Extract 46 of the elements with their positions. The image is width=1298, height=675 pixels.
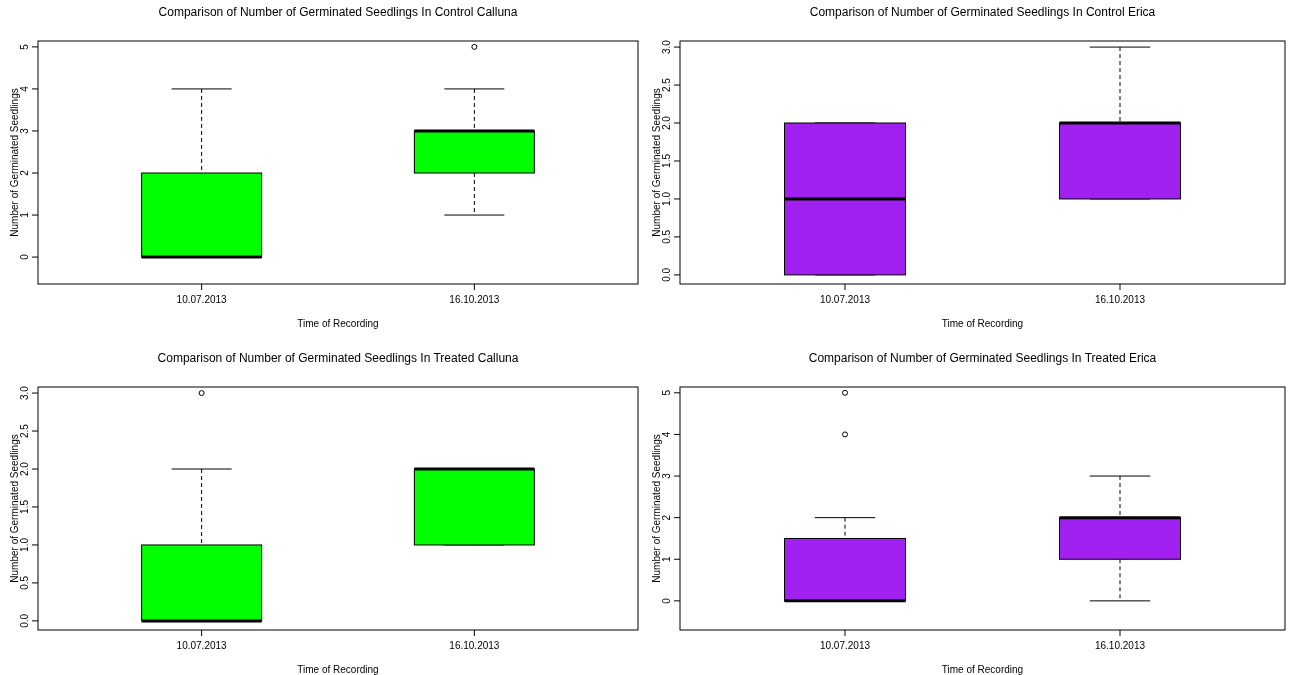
x-axis-title: Time of Recording	[297, 664, 379, 675]
y-tick-label: 2	[19, 169, 30, 176]
y-tick-label: 3.0	[19, 385, 30, 401]
y-axis-title: Number of Germinated Seedlings	[651, 434, 662, 583]
y-tick-label: 1.5	[661, 153, 672, 168]
y-tick-label: 0.5	[661, 229, 672, 244]
chart-title: Comparison of Number of Germinated Seedlings In Treated Erica	[808, 351, 1157, 365]
x-tick-label: 10.07.2013	[176, 294, 228, 305]
x-axis-title: Time of Recording	[297, 318, 379, 329]
y-tick-label: 2.0	[19, 461, 30, 476]
y-tick-label: 2	[661, 514, 672, 521]
x-tick-label: 10.07.2013	[176, 640, 228, 651]
x-tick-label: 16.10.2013	[449, 294, 500, 305]
x-axis-title: Time of Recording	[941, 664, 1024, 675]
y-tick-label: 3	[19, 127, 30, 134]
y-tick-label: 2.5	[19, 423, 30, 438]
y-tick-label: 5	[661, 389, 672, 396]
y-axis-title: Number of Germinated Seedlings	[651, 88, 662, 237]
chart-title: Comparison of Number of Germinated Seedlings In Control Erica	[809, 5, 1156, 19]
y-tick-label: 1	[661, 556, 672, 563]
y-tick-label: 0	[19, 253, 30, 260]
x-axis-title: Time of Recording	[941, 318, 1024, 329]
x-tick-label: 16.10.2013	[1094, 294, 1146, 305]
y-tick-label: 3	[661, 472, 672, 479]
y-tick-label: 0	[661, 597, 672, 604]
chart-title: Comparison of Number of Germinated Seedlings In Treated Calluna	[157, 351, 519, 365]
y-tick-label: 1	[19, 211, 30, 218]
x-tick-label: 10.07.2013	[819, 294, 871, 305]
y-axis-title: Number of Germinated Seedlings	[9, 434, 20, 583]
y-tick-label: 0.5	[19, 575, 30, 590]
y-tick-label: 1.0	[661, 191, 672, 206]
y-tick-label: 1.0	[19, 537, 30, 552]
y-tick-label: 0.0	[661, 267, 672, 282]
y-tick-label: 5	[19, 43, 30, 50]
y-tick-label: 4	[19, 85, 30, 92]
y-tick-label: 0.0	[19, 613, 30, 628]
y-tick-label: 2.0	[661, 115, 672, 130]
chart-title: Comparison of Number of Germinated Seedlings In Control Calluna	[158, 5, 518, 19]
y-tick-label: 1.5	[19, 499, 30, 514]
x-tick-label: 16.10.2013	[1094, 640, 1146, 651]
y-tick-label: 2.5	[661, 77, 672, 92]
y-tick-label: 4	[661, 431, 672, 438]
x-tick-label: 10.07.2013	[819, 640, 871, 651]
y-tick-label: 3.0	[661, 39, 672, 55]
x-tick-label: 16.10.2013	[449, 640, 500, 651]
y-axis-title: Number of Germinated Seedlings	[9, 88, 20, 237]
